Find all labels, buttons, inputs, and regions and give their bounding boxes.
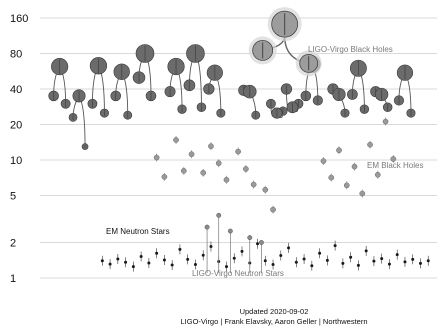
ligo-neutron-stars [204, 212, 264, 274]
grid-layer [40, 17, 437, 279]
em-ns-point [372, 259, 376, 263]
em-ns-point [294, 260, 298, 264]
y-tick-label: 2 [10, 237, 16, 249]
em-bh-point [250, 181, 257, 188]
ligo-ns-point [204, 224, 210, 230]
em-ns-point [124, 260, 128, 264]
ligo-ns-point [258, 240, 264, 245]
em-ns-point [201, 253, 205, 257]
em-bh-point [180, 167, 187, 174]
em-bh-point [367, 141, 373, 148]
em-ns-point [131, 265, 135, 269]
em-ns-point [186, 257, 190, 261]
em-ns-point [380, 257, 384, 261]
em-bh-point [351, 163, 358, 170]
em-ns-point [310, 264, 314, 268]
em-bh-point [161, 174, 168, 180]
em-ns-point [271, 263, 275, 267]
em-ns-point [116, 257, 120, 261]
em-ns-point [403, 260, 407, 264]
credit-updated: Updated 2020-09-02 [240, 307, 309, 316]
em-ns-point [418, 261, 422, 265]
ligo-ns-point [227, 228, 233, 234]
highlight-merger [248, 7, 322, 77]
em-ns-point [139, 255, 143, 259]
em-ns-point [341, 261, 345, 265]
label-em-black-holes: EM Black Holes [367, 161, 423, 170]
y-tick-label: 20 [10, 120, 22, 132]
y-tick-label: 1 [10, 273, 16, 285]
em-bh-point [374, 171, 381, 178]
em-bh-point [343, 182, 350, 189]
em-ns-point [287, 246, 291, 250]
em-ns-point [325, 258, 329, 262]
em-ns-point [426, 259, 430, 263]
label-ligo-black-holes: LIGO-Virgo Black Holes [308, 45, 393, 54]
em-ns-point [263, 259, 267, 263]
y-tick-label: 40 [10, 84, 22, 96]
em-ns-point [155, 251, 159, 255]
em-bh-point [223, 176, 230, 183]
em-ns-point [147, 261, 151, 265]
em-bh-point [173, 137, 179, 143]
em-bh-point [320, 158, 327, 164]
em-black-holes [153, 117, 397, 214]
em-ns-point [108, 262, 112, 266]
em-ns-point [224, 265, 228, 269]
em-bh-point [328, 174, 335, 181]
em-bh-point [243, 166, 249, 172]
em-ns-point [364, 249, 368, 253]
em-bh-point [359, 190, 366, 197]
em-bh-point [200, 169, 207, 176]
y-axis-ticks: 1 2 5 10 20 40 80 160 [10, 13, 28, 285]
ligo-ns-point [216, 212, 222, 218]
em-ns-point [256, 242, 260, 246]
em-ns-point [349, 255, 353, 259]
label-em-neutron-stars: EM Neutron Stars [106, 227, 170, 236]
em-bh-point [215, 160, 222, 167]
em-bh-point [270, 206, 276, 213]
credit-authors: LIGO-Virgo | Frank Elavsky, Aaron Geller… [180, 317, 367, 326]
em-bh-point [235, 148, 241, 155]
em-ns-point [395, 253, 399, 257]
merger-connector [78, 95, 86, 147]
em-ns-point [411, 257, 415, 261]
y-tick-label: 10 [10, 155, 22, 167]
em-ns-point [178, 247, 182, 251]
ligo-ns-point [247, 235, 253, 241]
label-ligo-neutron-stars: LIGO-Virgo Neutron Stars [192, 269, 284, 278]
em-ns-point [318, 251, 322, 255]
y-tick-label: 80 [10, 49, 22, 61]
em-bh-point [262, 186, 269, 193]
em-ns-point [240, 249, 244, 253]
em-neutron-stars [100, 238, 430, 272]
em-ns-point [232, 256, 236, 260]
em-bh-point [188, 151, 195, 158]
em-ns-point [170, 263, 174, 267]
em-ns-point [209, 244, 213, 248]
em-bh-point [208, 143, 214, 150]
em-bh-point [390, 156, 397, 162]
em-ns-point [100, 259, 104, 263]
em-ns-point [387, 262, 391, 266]
em-bh-point [336, 147, 342, 154]
em-ns-point [333, 244, 337, 248]
em-ns-point [162, 258, 166, 262]
em-bh-point [382, 118, 389, 125]
em-ns-point [356, 263, 360, 267]
em-ns-point [193, 263, 197, 267]
em-bh-point [153, 154, 160, 161]
em-ns-point [279, 254, 283, 258]
em-ns-point [302, 257, 306, 261]
y-tick-label: 160 [10, 13, 28, 25]
ligo-black-holes [48, 44, 416, 150]
y-tick-label: 5 [10, 191, 16, 203]
